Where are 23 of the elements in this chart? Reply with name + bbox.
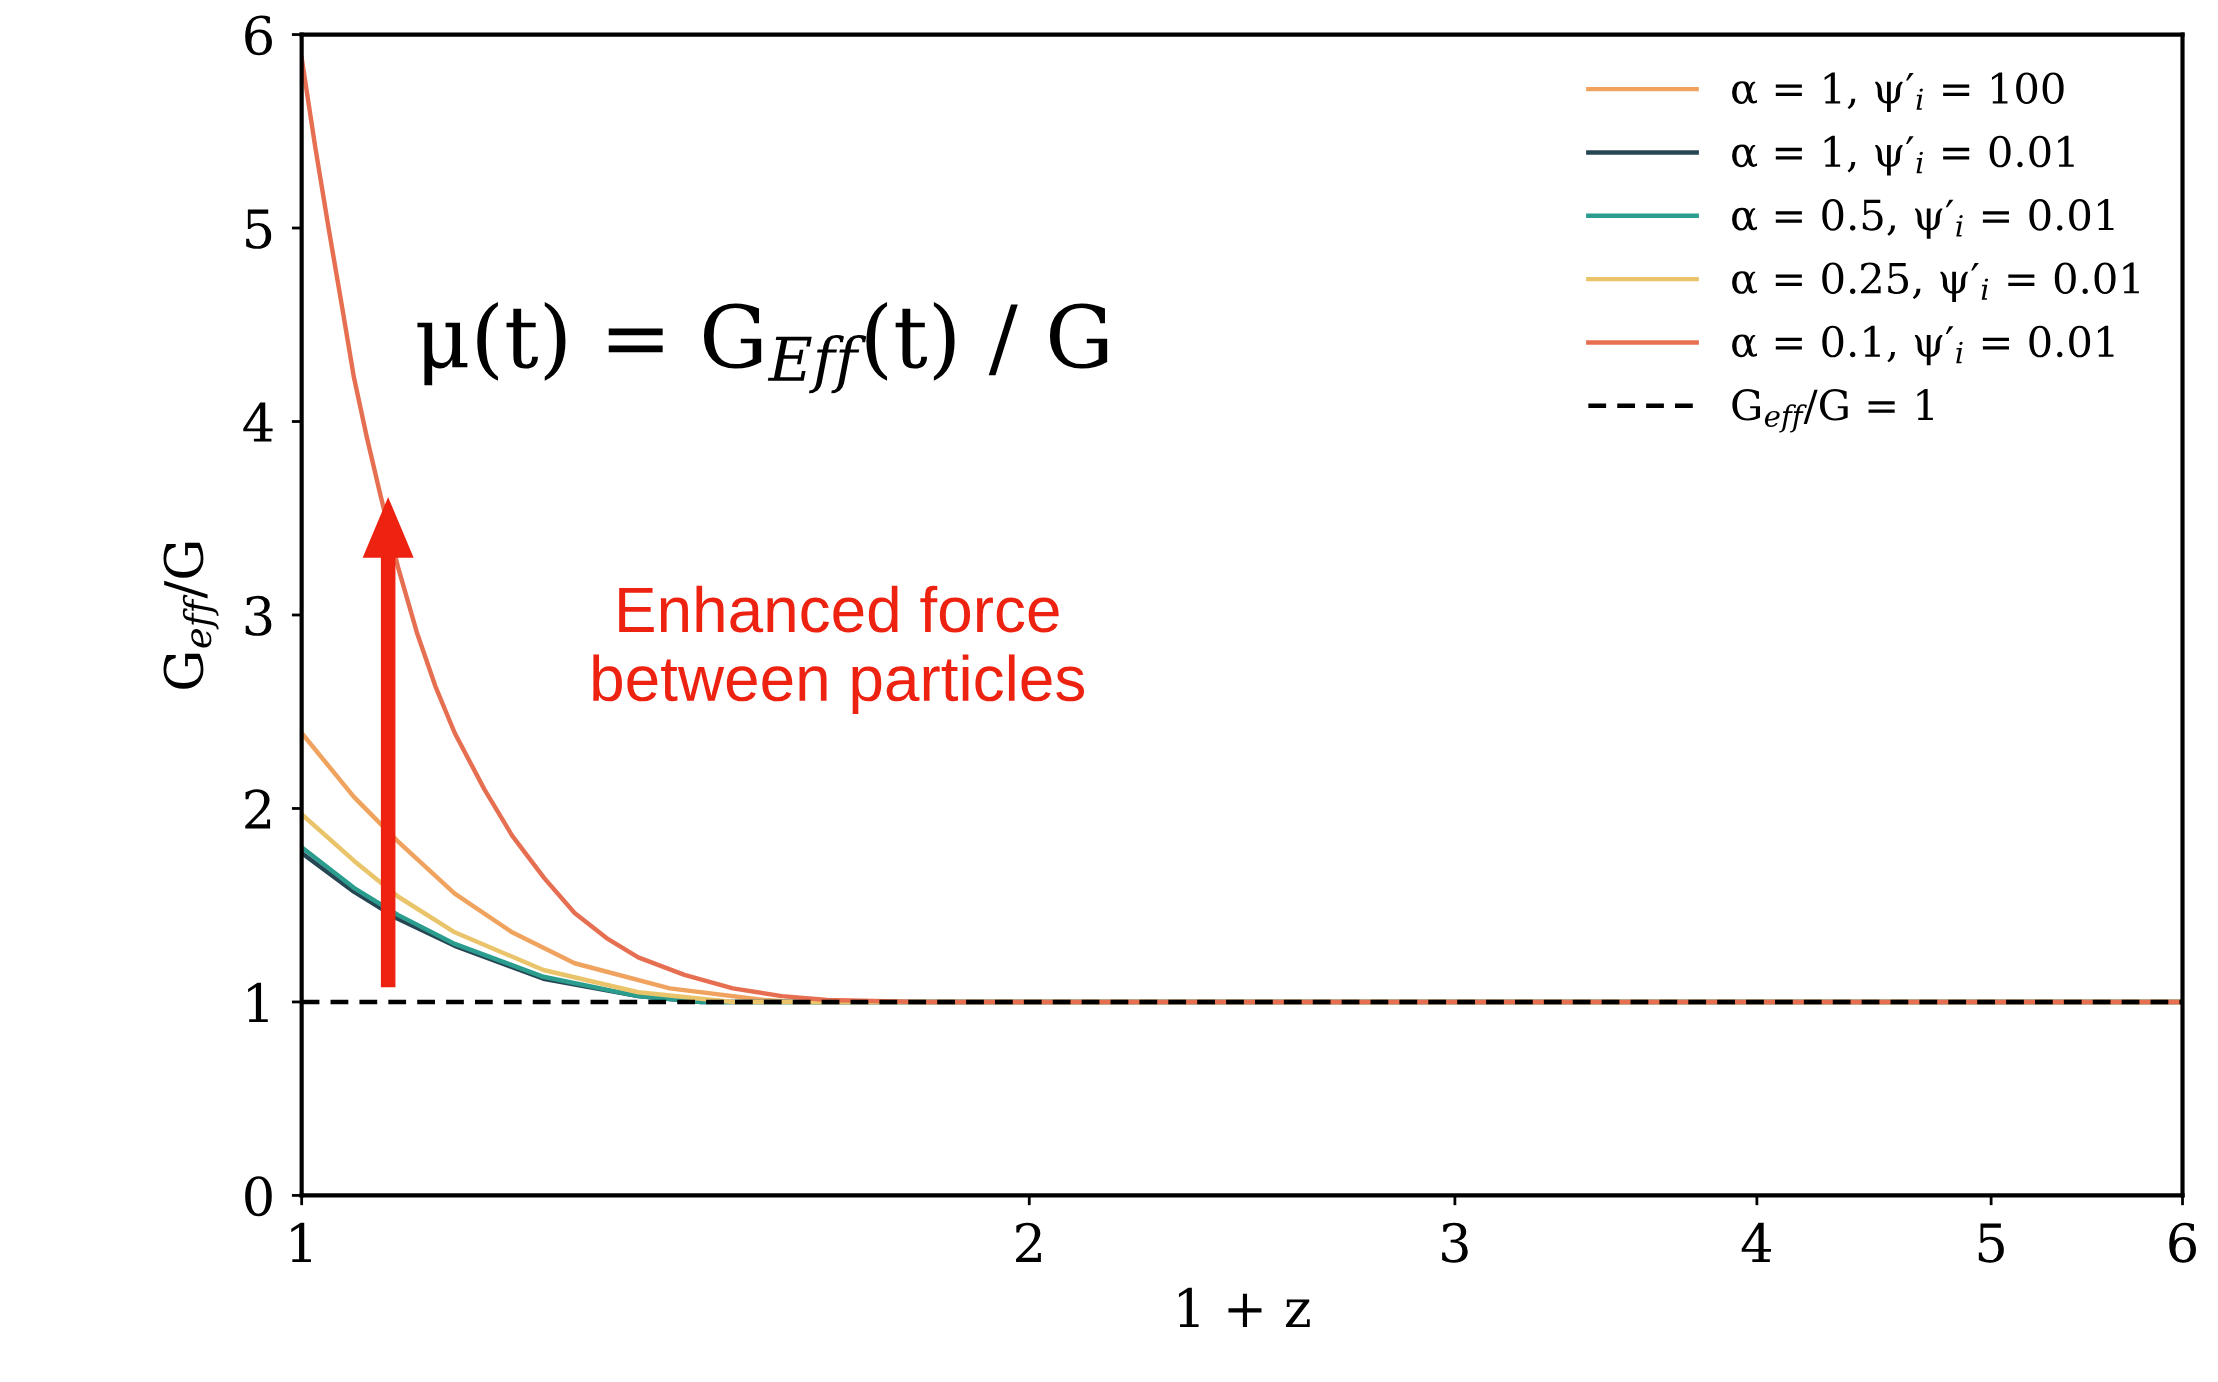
legend-label: α = 1, ψ′$_{i}$ = 100	[1732, 72, 2064, 113]
x-tick-label: 4	[1741, 1222, 1772, 1262]
x-tick-label: 2	[1016, 1222, 1041, 1262]
x-tick-label: 1	[291, 1222, 311, 1262]
x-tick-label: 3	[1442, 1222, 1468, 1263]
legend-label: α = 0.5, ψ′$_{i}$ = 0.01	[1732, 199, 2114, 239]
annotation: Enhanced force between particles	[593, 585, 1084, 714]
y-tick-label: 4	[243, 402, 273, 442]
y-tick-label: 6	[245, 15, 272, 56]
y-tick-label: 2	[245, 789, 271, 829]
legend-label: α = 0.25, ψ′$_{i}$ = 0.01	[1732, 262, 2139, 303]
y-axis-title: G$_{eff}$/G	[163, 542, 219, 689]
y-tick-label: 0	[245, 1176, 272, 1217]
legend-label: G$_{eff}$/G = 1	[1732, 389, 1933, 433]
legend-label: α = 1, ψ′$_{i}$ = 0.01	[1732, 135, 2074, 176]
legend-label: α = 0.1, ψ′$_{i}$ = 0.01	[1732, 325, 2114, 366]
x-tick-label: 5	[1978, 1223, 2004, 1263]
y-tick-label: 5	[246, 209, 272, 249]
annotation: μ(t) = G$_{Eff}$(t) / G	[417, 301, 1108, 394]
y-tick-label: 3	[245, 595, 272, 636]
x-axis-title: 1 + z	[1178, 1287, 1310, 1327]
x-tick-label: 6	[2169, 1222, 2196, 1263]
y-tick-label: 1	[248, 982, 268, 1022]
